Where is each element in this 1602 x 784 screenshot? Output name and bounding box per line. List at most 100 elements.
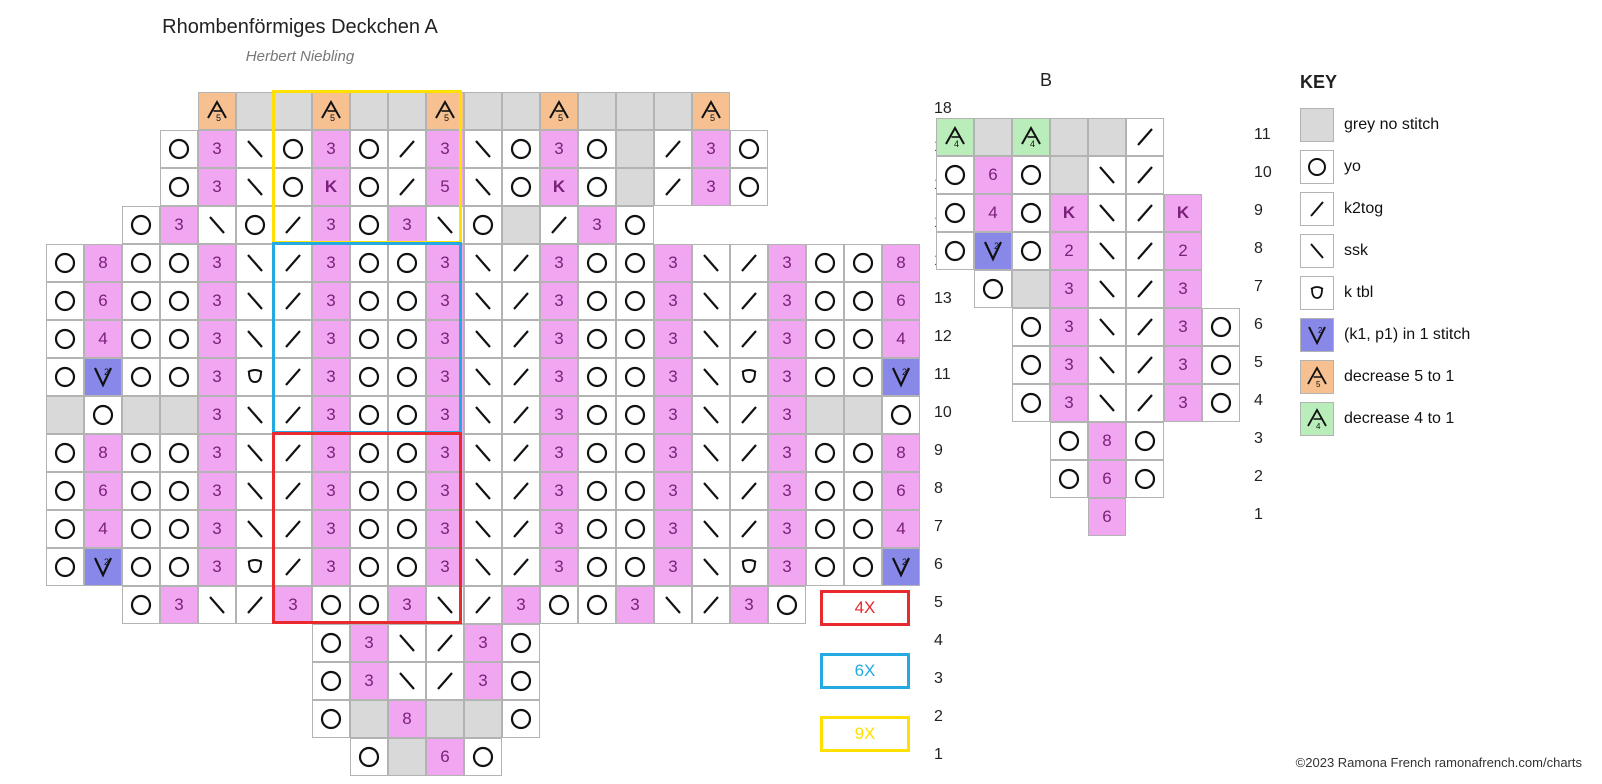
stitch-count-k: K bbox=[1050, 194, 1088, 232]
ssk-symbol bbox=[464, 510, 502, 548]
stitch-count-6: 6 bbox=[84, 282, 122, 320]
yo-symbol bbox=[464, 206, 502, 244]
footer-text: ©2023 Ramona French ramonafrench.com/cha… bbox=[1296, 755, 1582, 770]
ktbl-symbol bbox=[730, 548, 768, 586]
row-number-7: 7 bbox=[934, 518, 943, 536]
no-stitch-cell bbox=[160, 396, 198, 434]
svg-text:2: 2 bbox=[902, 557, 907, 567]
no-stitch-cell bbox=[654, 92, 692, 130]
ssk-symbol bbox=[388, 662, 426, 700]
yo-symbol bbox=[844, 472, 882, 510]
yo-symbol bbox=[974, 270, 1012, 308]
stitch-count-3: 3 bbox=[198, 282, 236, 320]
yo-symbol bbox=[616, 396, 654, 434]
stitch-count-3: 3 bbox=[464, 624, 502, 662]
chart-b-row-number-6: 6 bbox=[1254, 316, 1263, 334]
k2tog-symbol bbox=[502, 548, 540, 586]
ssk-symbol bbox=[464, 320, 502, 358]
yo-symbol bbox=[1012, 232, 1050, 270]
yo-symbol bbox=[122, 510, 160, 548]
no-stitch-cell bbox=[616, 168, 654, 206]
stitch-count-3: 3 bbox=[654, 282, 692, 320]
yo-symbol bbox=[46, 358, 84, 396]
stitch-count-3: 3 bbox=[654, 548, 692, 586]
yo-symbol bbox=[578, 586, 616, 624]
yo-symbol bbox=[578, 168, 616, 206]
yo-symbol bbox=[578, 396, 616, 434]
yo-symbol bbox=[936, 156, 974, 194]
no-stitch-cell bbox=[388, 738, 426, 776]
decrease-4-symbol: 4 bbox=[936, 118, 974, 156]
yo-symbol bbox=[844, 510, 882, 548]
ssk-symbol bbox=[464, 130, 502, 168]
k2tog-symbol bbox=[540, 206, 578, 244]
ssk-symbol bbox=[236, 130, 274, 168]
chart-b-row-number-11: 11 bbox=[1254, 126, 1271, 144]
yo-symbol bbox=[122, 206, 160, 244]
key-label-4: k tbl bbox=[1344, 284, 1373, 302]
no-stitch-cell bbox=[1088, 118, 1126, 156]
yo-symbol bbox=[46, 434, 84, 472]
key-item-7: 4 decrease 4 to 1 bbox=[1300, 402, 1565, 436]
no-stitch-cell bbox=[122, 396, 160, 434]
stitch-count-3: 3 bbox=[464, 662, 502, 700]
yo-symbol bbox=[84, 396, 122, 434]
yo-symbol bbox=[616, 244, 654, 282]
key-swatch-6: 5 bbox=[1300, 360, 1334, 394]
k2tog-symbol bbox=[1126, 156, 1164, 194]
svg-text:5: 5 bbox=[216, 113, 221, 123]
k2tog-symbol bbox=[502, 358, 540, 396]
stitch-count-k: K bbox=[1164, 194, 1202, 232]
stitch-count-3: 3 bbox=[692, 130, 730, 168]
no-stitch-cell bbox=[806, 396, 844, 434]
stitch-count-3: 3 bbox=[768, 320, 806, 358]
legend-repeat-4x: 4X bbox=[820, 590, 910, 626]
stitch-count-3: 3 bbox=[540, 282, 578, 320]
stitch-count-3: 3 bbox=[1050, 308, 1088, 346]
chart-b-row-number-1: 1 bbox=[1254, 506, 1263, 524]
ssk-symbol bbox=[464, 244, 502, 282]
svg-text:5: 5 bbox=[558, 113, 563, 123]
stitch-count-3: 3 bbox=[654, 396, 692, 434]
row-number-9: 9 bbox=[934, 442, 943, 460]
yo-symbol bbox=[806, 244, 844, 282]
ssk-symbol bbox=[198, 206, 236, 244]
yo-symbol bbox=[1202, 346, 1240, 384]
stitch-count-3: 3 bbox=[198, 396, 236, 434]
chart-b-row-number-10: 10 bbox=[1254, 164, 1272, 182]
ssk-symbol bbox=[464, 396, 502, 434]
stitch-count-3: 3 bbox=[768, 396, 806, 434]
key-item-1: yo bbox=[1300, 150, 1565, 184]
stitch-count-8: 8 bbox=[84, 244, 122, 282]
stitch-count-3: 3 bbox=[540, 130, 578, 168]
k2tog-symbol bbox=[730, 510, 768, 548]
yo-symbol bbox=[46, 472, 84, 510]
svg-text:2: 2 bbox=[104, 557, 109, 567]
yo-symbol bbox=[936, 194, 974, 232]
key-title-label: KEY bbox=[1300, 72, 1337, 93]
yo-symbol bbox=[1012, 384, 1050, 422]
stitch-count-3: 3 bbox=[1050, 270, 1088, 308]
stitch-count-3: 3 bbox=[654, 244, 692, 282]
yo-symbol bbox=[46, 320, 84, 358]
svg-text:2: 2 bbox=[104, 367, 109, 377]
stitch-count-3: 3 bbox=[768, 548, 806, 586]
ssk-symbol bbox=[692, 358, 730, 396]
yo-symbol bbox=[730, 168, 768, 206]
yo-symbol bbox=[160, 548, 198, 586]
stitch-count-3: 3 bbox=[502, 586, 540, 624]
yo-symbol bbox=[502, 130, 540, 168]
ssk-symbol bbox=[236, 434, 274, 472]
stitch-count-3: 3 bbox=[768, 434, 806, 472]
stitch-count-3: 3 bbox=[1164, 384, 1202, 422]
stitch-count-6: 6 bbox=[1088, 460, 1126, 498]
stitch-count-3: 3 bbox=[540, 434, 578, 472]
yo-symbol bbox=[616, 548, 654, 586]
stitch-count-8: 8 bbox=[388, 700, 426, 738]
yo-symbol bbox=[312, 662, 350, 700]
k2tog-symbol bbox=[730, 244, 768, 282]
stitch-count-3: 3 bbox=[1164, 270, 1202, 308]
yo-symbol bbox=[578, 548, 616, 586]
yo-symbol bbox=[844, 244, 882, 282]
ssk-symbol bbox=[654, 586, 692, 624]
